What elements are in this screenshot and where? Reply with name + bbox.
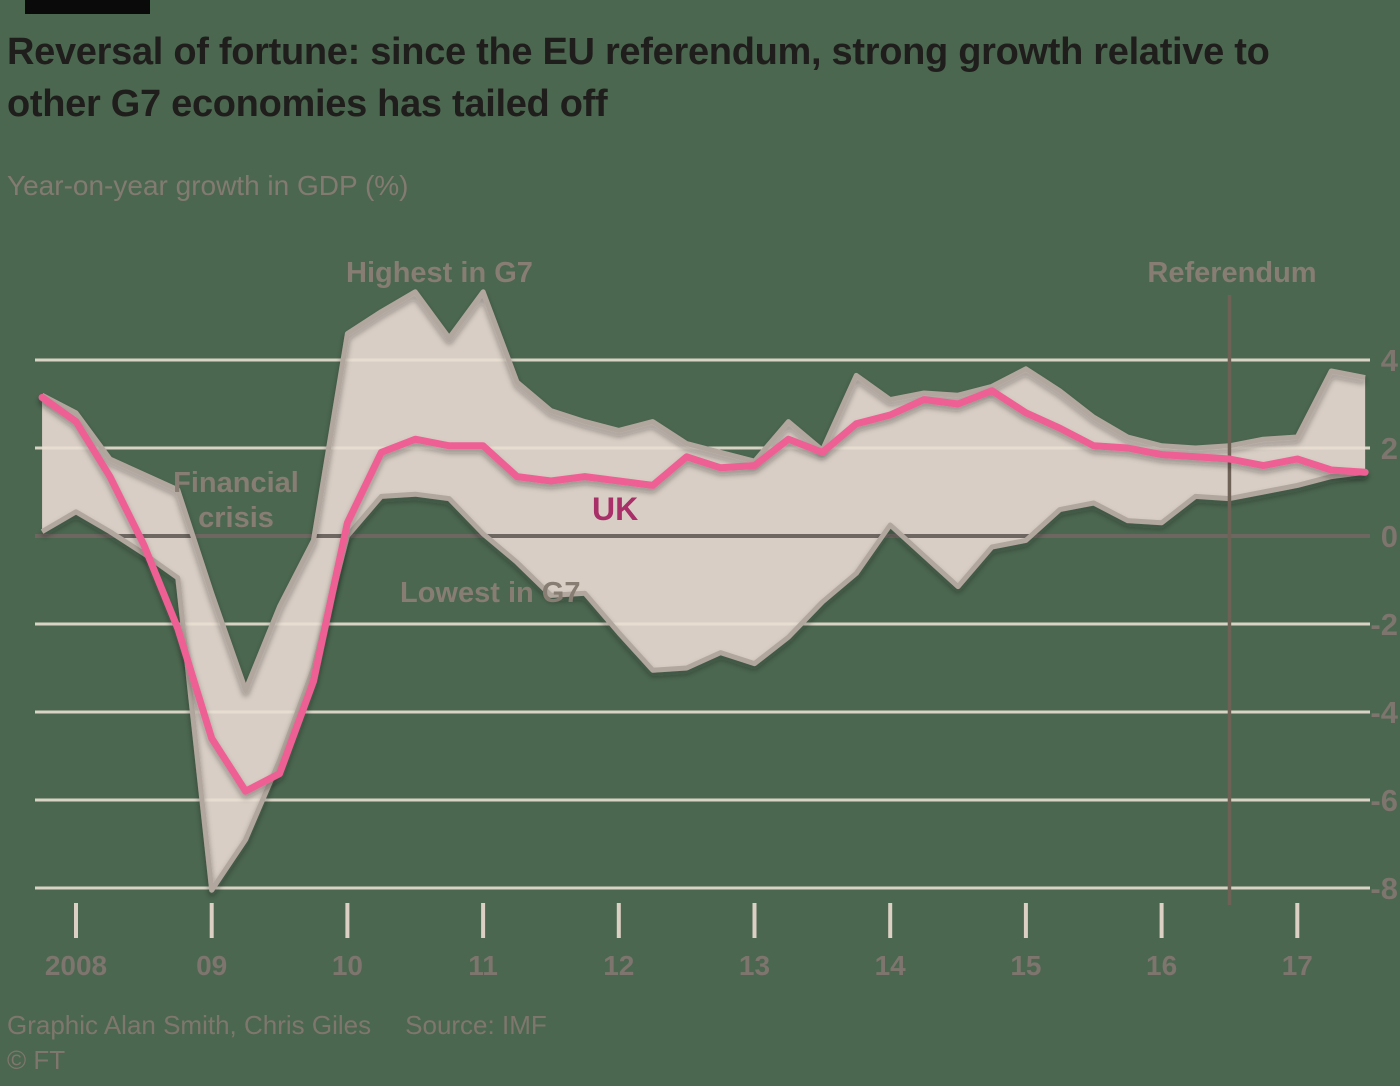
y-axis-label: -2 [1370, 607, 1398, 642]
uk-line [38, 387, 1369, 795]
annotation-uk: UK [592, 491, 638, 527]
g7-range-band [42, 291, 1366, 891]
x-axis-label: 15 [1010, 950, 1041, 981]
x-axis-label: 13 [739, 950, 770, 981]
annotation-referendum: Referendum [1147, 257, 1316, 289]
chart-footer: Graphic Alan Smith, Chris Giles Source: … [7, 1008, 547, 1078]
annotation-highest-in-g7: Highest in G7 [346, 257, 533, 289]
ft-header-bar [25, 0, 150, 14]
x-axis-label: 2008 [45, 950, 107, 981]
x-axis-label: 14 [875, 950, 907, 981]
x-axis-label: 12 [603, 950, 634, 981]
y-axis-label: 0 [1381, 519, 1398, 554]
x-axis-label: 17 [1282, 950, 1313, 981]
x-axis-label: 09 [196, 950, 227, 981]
y-axis-label: 4 [1381, 343, 1399, 378]
annotation-lowest-in-g7: Lowest in G7 [400, 577, 580, 609]
y-axis-label: -6 [1370, 783, 1398, 818]
x-axis-label: 11 [468, 950, 498, 981]
source-text: Source: IMF [405, 1010, 547, 1040]
highest-in-g7-line [40, 289, 1366, 693]
annotation-financial: Financial [173, 467, 299, 499]
annotation-crisis: crisis [198, 502, 274, 534]
y-axis-label: -4 [1370, 695, 1398, 730]
chart-title: Reversal of fortune: since the EU refere… [7, 31, 1270, 125]
credit-text: Graphic Alan Smith, Chris Giles [7, 1010, 372, 1040]
y-axis-label: -8 [1370, 871, 1398, 906]
chart-subtitle: Year-on-year growth in GDP (%) [7, 170, 409, 201]
y-axis-label: 2 [1381, 431, 1398, 466]
x-axis-label: 10 [332, 950, 363, 981]
ft-copyright: © FT [7, 1045, 66, 1075]
lowest-in-g7-line [40, 469, 1366, 893]
x-axis-label: 16 [1146, 950, 1177, 981]
